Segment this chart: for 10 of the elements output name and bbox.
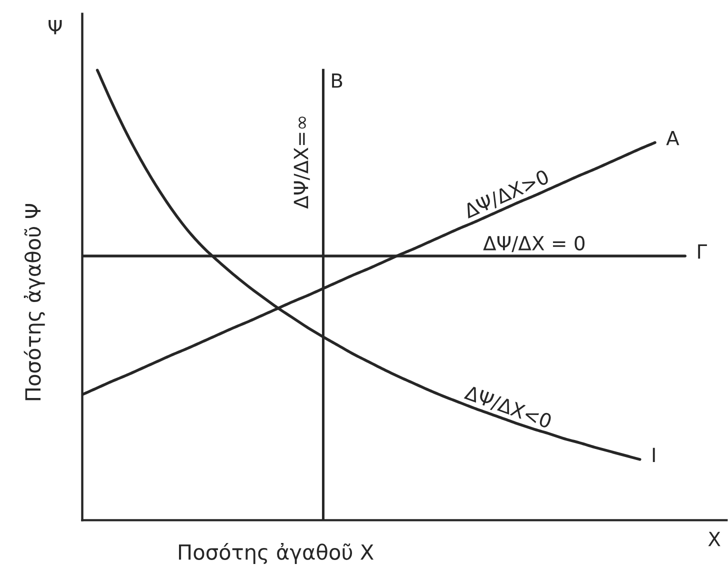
x-axis-title: Ποσότης ἀγαθοῦ X	[178, 542, 374, 564]
annotation: ΔΨ/ΔX = 0	[483, 236, 585, 252]
y-axis-title: Ποσότης ἀγαθοῦ Ψ	[24, 204, 45, 400]
series-label: A	[666, 131, 680, 146]
text: X	[708, 532, 720, 546]
text: Ψ	[48, 20, 62, 34]
series-label: I	[652, 448, 655, 462]
annotation: B	[332, 74, 342, 88]
annotation: ΔΨ/ΔX=∞	[294, 116, 310, 209]
series-label: Γ	[698, 244, 707, 259]
